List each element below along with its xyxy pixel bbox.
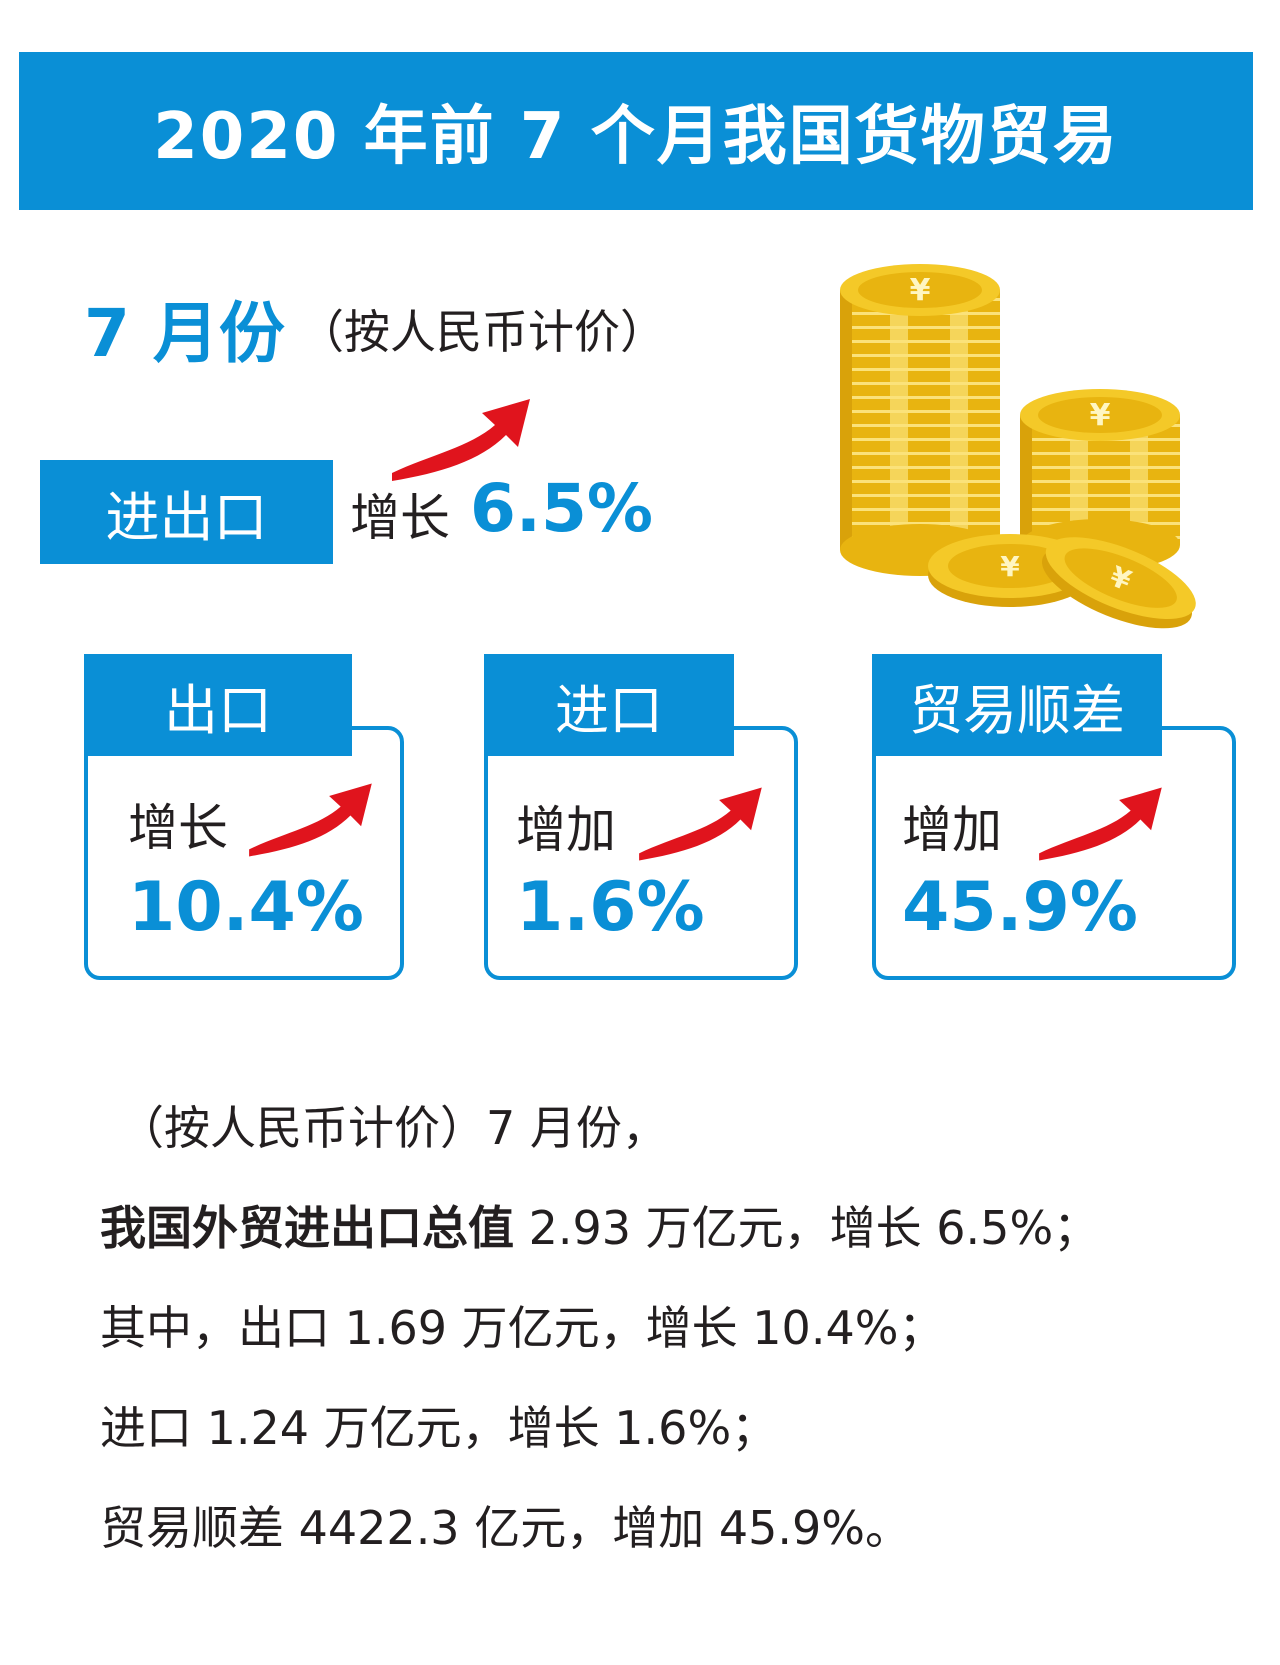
total-trade-verb: 增长 — [350, 489, 450, 547]
red-up-arrow-icon — [249, 783, 372, 857]
red-up-arrow-icon — [392, 399, 530, 481]
title-banner: 2020 年前 7 个月我国货物贸易 — [19, 52, 1253, 210]
export-card-verb: 增长 — [128, 799, 228, 857]
summary-line-1: （按人民币计价）7 月份， — [118, 1101, 668, 1155]
svg-text:¥: ¥ — [1000, 550, 1020, 583]
import-card-header: 进口 — [484, 654, 734, 756]
total-trade-label: 进出口 — [105, 485, 268, 549]
export-card-title: 出口 — [164, 678, 272, 742]
page-title: 2020 年前 7 个月我国货物贸易 — [153, 100, 1119, 174]
month-label: 7 月份 — [84, 295, 285, 372]
yuan-coin-stack-icon: ¥ ¥ ¥ ¥ — [840, 264, 1196, 629]
summary-line-4: 进口 1.24 万亿元，增长 1.6%； — [100, 1401, 778, 1455]
export-card-header: 出口 — [84, 654, 352, 756]
currency-note: （按人民币计价） — [298, 305, 666, 359]
summary-line-3: 其中，出口 1.69 万亿元，增长 10.4%； — [100, 1301, 945, 1355]
svg-text:¥: ¥ — [910, 273, 931, 308]
export-card-value: 10.4% — [128, 868, 364, 947]
export-card — [84, 726, 404, 980]
red-up-arrow-icon — [1039, 787, 1162, 861]
import-card-verb: 增加 — [516, 801, 616, 859]
surplus-card-verb: 增加 — [902, 801, 1002, 859]
summary-line-5: 贸易顺差 4422.3 亿元，增加 45.9%。 — [100, 1501, 911, 1555]
total-trade-label-box: 进出口 — [40, 460, 333, 564]
summary-line-2-rest: 2.93 万亿元，增长 6.5%； — [514, 1201, 1100, 1255]
surplus-card-title: 贸易顺差 — [909, 678, 1125, 742]
red-up-arrow-icon — [639, 787, 762, 861]
surplus-card-value: 45.9% — [902, 868, 1138, 947]
summary-line-2-bold: 我国外贸进出口总值 — [100, 1201, 514, 1255]
svg-text:¥: ¥ — [1090, 398, 1111, 433]
total-trade-growth: 6.5% — [470, 470, 654, 547]
summary-line-2: 我国外贸进出口总值 2.93 万亿元，增长 6.5%； — [100, 1192, 1099, 1258]
import-card-value: 1.6% — [516, 868, 705, 947]
surplus-card-header: 贸易顺差 — [872, 654, 1162, 756]
import-card-title: 进口 — [555, 678, 663, 742]
